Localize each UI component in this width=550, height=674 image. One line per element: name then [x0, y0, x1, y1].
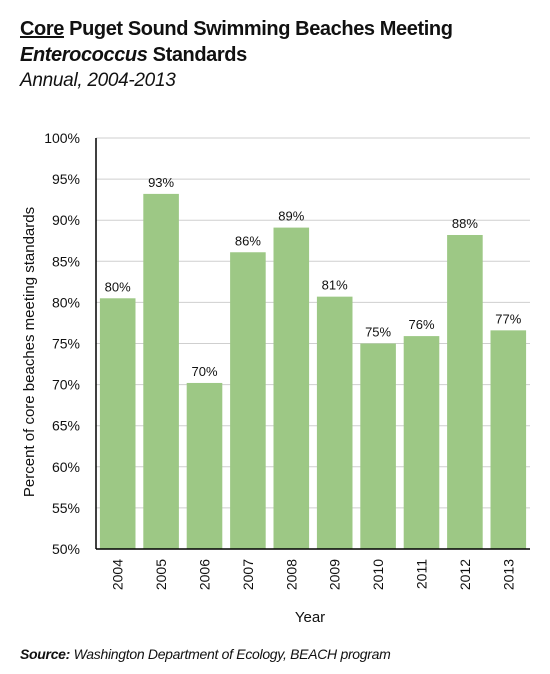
axes	[95, 138, 530, 550]
x-tick-label-2008: 2008	[283, 559, 299, 590]
x-tick-labels: 2004 2005 2006 2007 2008 2009 2010 2011 2012 2013	[110, 559, 517, 590]
data-label-2012: 88%	[452, 216, 478, 231]
data-label-2009: 81%	[322, 278, 348, 293]
data-label-2004: 80%	[105, 279, 131, 294]
x-tick-label-2012: 2012	[457, 559, 473, 590]
data-label-2010: 75%	[365, 325, 391, 340]
title-core-word: Core	[20, 18, 64, 40]
bar-2011	[403, 336, 440, 549]
y-tick-label: 50%	[52, 541, 80, 557]
chart-title-line-1: Core Puget Sound Swimming Beaches Meetin…	[20, 16, 540, 42]
x-tick-label-2007: 2007	[240, 559, 256, 590]
bar-2012	[447, 234, 483, 549]
title-line-1-rest: Puget Sound Swimming Beaches Meeting	[63, 18, 453, 40]
chart-title-block: Core Puget Sound Swimming Beaches Meetin…	[20, 16, 540, 94]
x-tick-label-2004: 2004	[110, 559, 126, 590]
bar-2008	[273, 227, 310, 549]
x-tick-label-2005: 2005	[153, 559, 169, 590]
y-axis-label: Percent of core beaches meeting standard…	[21, 207, 38, 497]
y-tick-label: 85%	[52, 253, 80, 269]
data-label-2011: 76%	[408, 317, 434, 332]
y-tick-labels: 50% 55% 60% 65% 70% 75% 80% 85% 90% 95% 100%	[44, 130, 80, 557]
x-tick-label-2011: 2011	[414, 559, 430, 589]
bar-2006	[186, 382, 223, 549]
x-tick-label-2009: 2009	[327, 559, 343, 590]
y-tick-label: 100%	[44, 130, 80, 146]
y-tick-label: 60%	[52, 459, 80, 475]
y-tick-label: 90%	[52, 212, 80, 228]
data-label-2013: 77%	[495, 311, 521, 326]
y-tick-label: 70%	[52, 377, 80, 393]
bar-2010	[360, 343, 396, 549]
title-line-2-rest: Standards	[147, 44, 248, 66]
bar-2007	[230, 252, 266, 549]
title-enterococcus-word: Enterococcus	[20, 44, 148, 66]
y-tick-label: 65%	[52, 418, 80, 434]
data-label-2007: 86%	[235, 233, 261, 248]
data-label-2006: 70%	[191, 364, 217, 379]
y-tick-label: 75%	[52, 336, 80, 352]
bar-2004	[99, 298, 136, 549]
data-label-2008: 89%	[278, 209, 304, 224]
y-tick-label: 55%	[52, 500, 80, 516]
data-labels: 80% 93% 70% 86% 89% 81% 75% 76% 88% 77%	[105, 175, 522, 379]
source-text: Washington Department of Ecology, BEACH …	[70, 646, 391, 662]
bars	[99, 193, 527, 549]
bar-2005	[143, 193, 179, 549]
x-tick-label-2006: 2006	[197, 559, 213, 590]
chart-subtitle: Annual, 2004-2013	[20, 70, 176, 91]
x-tick-label-2013: 2013	[500, 559, 516, 590]
bar-2009	[316, 296, 353, 549]
chart-title-line-2: Enterococcus Standards	[20, 42, 540, 68]
y-tick-label: 95%	[52, 171, 80, 187]
y-tick-label: 80%	[52, 294, 80, 310]
x-axis-label: Year	[295, 609, 325, 626]
x-tick-label-2010: 2010	[370, 559, 386, 590]
data-label-2005: 93%	[148, 175, 174, 190]
source-label: Source:	[20, 646, 71, 662]
bar-2013	[490, 330, 527, 549]
source-note: Source: Washington Department of Ecology…	[20, 646, 391, 662]
